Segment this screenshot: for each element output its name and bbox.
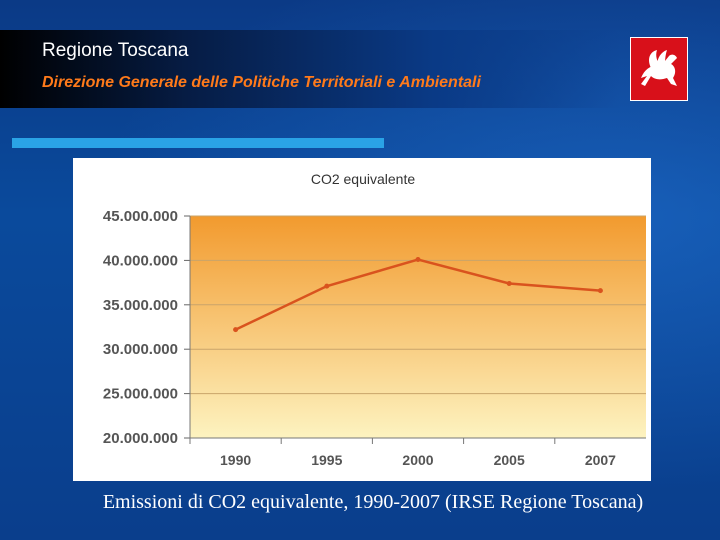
page-title: Regione Toscana	[42, 40, 189, 61]
header-band	[0, 30, 620, 108]
y-tick-label: 40.000.000	[103, 252, 178, 269]
y-tick-label: 45.000.000	[103, 208, 178, 225]
y-tick-label: 30.000.000	[103, 341, 178, 358]
y-tick-label: 20.000.000	[103, 430, 178, 447]
chart-frame: CO2 equivalente 20.000.000 25.000.000 30.0…	[73, 158, 651, 481]
data-point	[324, 283, 330, 289]
pegasus-logo-icon	[630, 37, 688, 101]
x-tick-label: 2000	[402, 452, 433, 468]
co2-line-chart: CO2 equivalente 20.000.000 25.000.000 30.0…	[103, 171, 646, 468]
x-tick-label: 2005	[494, 452, 525, 468]
data-point	[233, 327, 239, 333]
page-subtitle: Direzione Generale delle Politiche Terri…	[42, 74, 481, 91]
plot-area	[190, 216, 646, 438]
y-tick-label: 35.000.000	[103, 297, 178, 314]
figure-caption: Emissioni di CO2 equivalente, 1990-2007 …	[102, 491, 644, 513]
x-tick-label: 2007	[585, 452, 616, 468]
chart-title: CO2 equivalente	[311, 171, 416, 187]
data-point	[415, 257, 421, 263]
data-point	[597, 288, 603, 294]
data-point	[506, 280, 512, 286]
accent-bar	[12, 138, 384, 148]
y-tick-label: 25.000.000	[103, 386, 178, 403]
x-tick-label: 1995	[311, 452, 342, 468]
x-tick-label: 1990	[220, 452, 251, 468]
